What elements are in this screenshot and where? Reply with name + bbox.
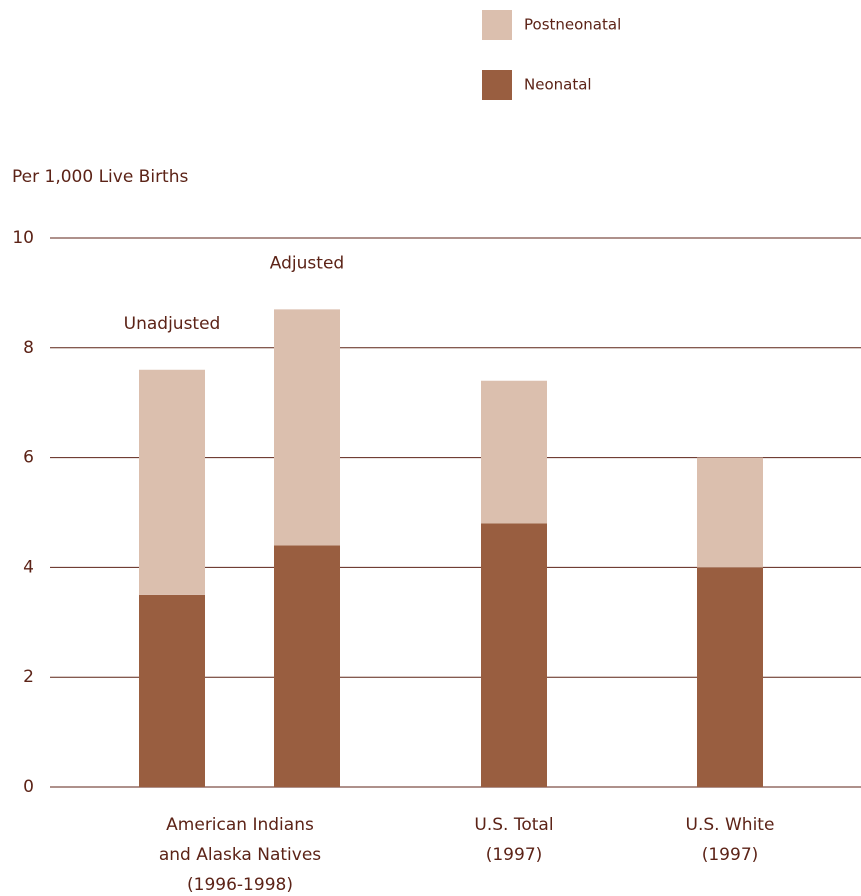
bar-label: Adjusted — [270, 253, 344, 273]
y-tick-label: 10 — [12, 228, 34, 248]
x-group-label: (1996-1998) — [187, 875, 293, 895]
x-group-label: (1997) — [702, 845, 759, 865]
x-group-label: U.S. Total — [474, 815, 553, 835]
y-tick-label: 0 — [23, 777, 34, 797]
bar-segment — [481, 523, 547, 787]
bar-label: Unadjusted — [124, 314, 221, 334]
legend-swatch — [482, 70, 512, 100]
y-tick-label: 2 — [23, 667, 34, 687]
bar-segment — [481, 380, 547, 524]
bar-segment — [697, 457, 763, 568]
y-tick-label: 8 — [23, 338, 34, 358]
x-group-label: and Alaska Natives — [159, 845, 321, 865]
bar-segment — [139, 594, 205, 787]
y-tick-label: 6 — [23, 448, 34, 468]
bar-segment — [274, 545, 340, 787]
bar-segment — [697, 567, 763, 787]
y-tick-label: 4 — [23, 557, 34, 577]
bar-segment — [139, 369, 205, 595]
x-group-label: (1997) — [486, 845, 543, 865]
legend-label: Postneonatal — [524, 16, 621, 34]
x-group-label: American Indians — [166, 815, 314, 835]
y-axis-label: Per 1,000 Live Births — [12, 167, 189, 187]
bar-segment — [274, 309, 340, 546]
legend-label: Neonatal — [524, 76, 592, 94]
x-group-label: U.S. White — [686, 815, 775, 835]
legend-swatch — [482, 10, 512, 40]
